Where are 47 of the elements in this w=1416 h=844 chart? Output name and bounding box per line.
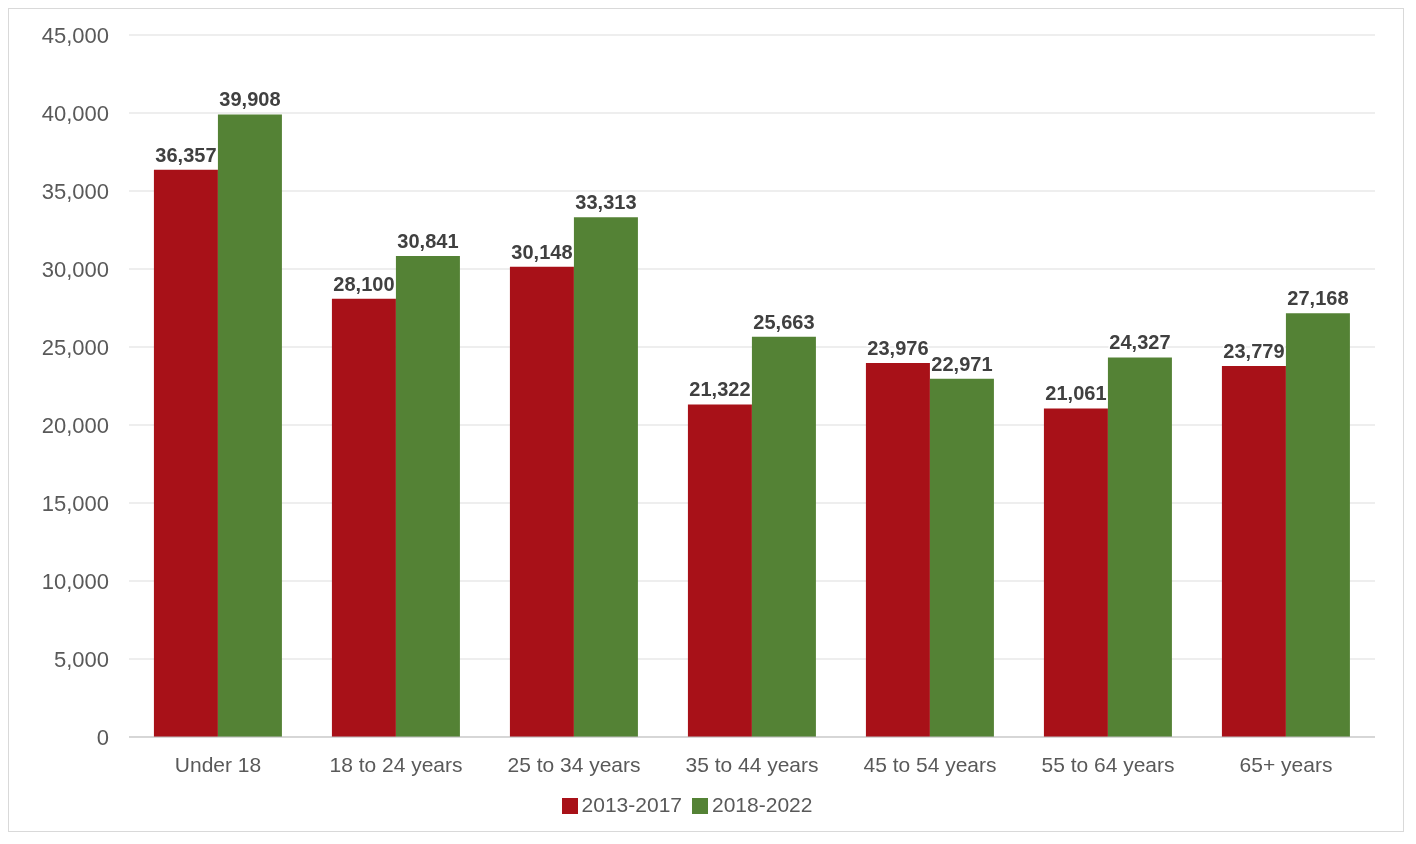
x-tick-label: Under 18 xyxy=(174,752,262,776)
data-label: 30,148 xyxy=(511,240,573,263)
data-label: 39,908 xyxy=(219,88,281,111)
bar xyxy=(509,266,574,737)
y-tick-label: 20,000 xyxy=(41,412,109,438)
bar xyxy=(331,298,396,737)
legend-label: 2013-2017 xyxy=(581,793,682,816)
y-tick-label: 0 xyxy=(96,724,109,750)
data-label: 24,327 xyxy=(1109,331,1171,354)
x-tick-label: 55 to 64 years xyxy=(1041,752,1175,776)
bar xyxy=(865,362,930,737)
legend-label: 2018-2022 xyxy=(712,793,813,816)
data-label: 28,100 xyxy=(333,272,395,295)
data-label: 30,841 xyxy=(397,229,459,252)
data-label: 22,971 xyxy=(931,352,993,375)
data-label: 21,322 xyxy=(689,378,751,401)
x-tick-label: 25 to 34 years xyxy=(507,752,641,776)
y-tick-label: 25,000 xyxy=(41,334,109,360)
bar xyxy=(1285,313,1350,737)
bar xyxy=(687,404,752,737)
x-tick-label: 35 to 44 years xyxy=(685,752,819,776)
data-label: 21,061 xyxy=(1045,382,1107,405)
data-label: 36,357 xyxy=(155,143,217,166)
y-tick-label: 30,000 xyxy=(41,256,109,282)
data-label: 23,976 xyxy=(867,336,929,359)
bar xyxy=(153,169,218,737)
bar xyxy=(751,336,816,737)
y-tick-label: 40,000 xyxy=(41,100,109,126)
bar xyxy=(217,114,282,737)
y-tick-label: 45,000 xyxy=(41,22,109,48)
bar xyxy=(1107,357,1172,737)
data-label: 33,313 xyxy=(575,191,637,214)
y-tick-label: 10,000 xyxy=(41,568,109,594)
bar xyxy=(1043,408,1108,737)
bar xyxy=(573,217,638,737)
x-tick-label: 65+ years xyxy=(1239,752,1333,776)
bar xyxy=(1221,366,1286,737)
data-label: 25,663 xyxy=(753,310,815,333)
bar xyxy=(395,255,460,737)
data-label: 23,779 xyxy=(1223,340,1285,363)
x-tick-label: 45 to 54 years xyxy=(863,752,997,776)
y-tick-label: 5,000 xyxy=(53,646,109,672)
bar xyxy=(929,378,994,737)
y-tick-label: 15,000 xyxy=(41,490,109,516)
x-tick-label: 18 to 24 years xyxy=(329,752,463,776)
y-tick-label: 35,000 xyxy=(41,178,109,204)
data-label: 27,168 xyxy=(1287,287,1349,310)
